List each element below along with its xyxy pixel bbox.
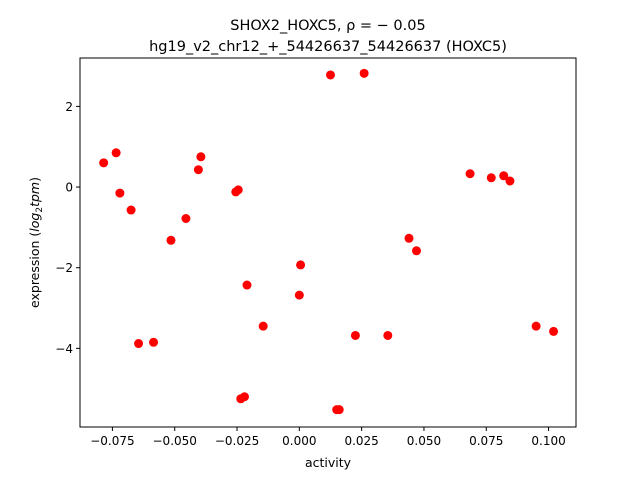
data-point-24 <box>383 330 393 340</box>
plot-area-frame <box>79 57 577 428</box>
data-point-17 <box>294 290 304 300</box>
y-axis-label-subscript: 2 <box>35 207 45 213</box>
data-point-1 <box>99 158 109 168</box>
y-axis-label-tpm: tpm <box>27 182 42 207</box>
x-axis-ticks: −0.075 −0.050 −0.025 0.000 0.025 0.050 0.075 0.… <box>90 427 566 448</box>
data-point-15 <box>242 280 252 290</box>
data-point-2 <box>111 148 121 158</box>
data-point-14 <box>240 392 250 402</box>
data-point-31 <box>531 321 541 331</box>
data-point-6 <box>149 337 159 347</box>
chart-title-line-1: SHOX2_HOXC5, ρ = − 0.05 <box>230 18 425 34</box>
data-point-3 <box>115 188 125 198</box>
data-point-4 <box>126 205 136 215</box>
y-axis-label-suffix: ) <box>27 177 42 182</box>
y-tick-label: 0 <box>65 181 73 195</box>
x-tick-label: −0.050 <box>153 434 197 448</box>
y-tick-label: 2 <box>65 100 73 114</box>
data-point-16 <box>258 321 268 331</box>
y-tick-label: −2 <box>55 261 73 275</box>
data-point-7 <box>166 235 176 245</box>
y-tick-label: −4 <box>55 342 73 356</box>
y-axis-label-log: log <box>27 213 42 232</box>
x-tick-label: 0.100 <box>531 434 565 448</box>
y-axis-label: expression (log2tpm) <box>27 177 45 308</box>
data-point-21 <box>334 405 344 415</box>
data-point-30 <box>505 176 515 186</box>
data-points <box>99 68 559 415</box>
x-tick-label: 0.050 <box>407 434 441 448</box>
data-point-12 <box>233 185 243 195</box>
data-point-23 <box>359 68 369 78</box>
y-axis-ticks: −4 −2 0 2 <box>55 100 80 356</box>
x-tick-label: 0.025 <box>344 434 378 448</box>
y-axis-label-prefix: expression ( <box>27 232 42 308</box>
data-point-5 <box>134 339 144 349</box>
data-point-9 <box>193 165 203 175</box>
data-point-19 <box>325 70 335 80</box>
data-point-26 <box>411 246 421 256</box>
data-point-10 <box>196 152 206 162</box>
chart-title-line-2: hg19_v2_chr12_+_54426637_54426637 (HOXC5… <box>149 39 507 55</box>
x-tick-label: 0.075 <box>469 434 503 448</box>
x-tick-label: −0.025 <box>215 434 259 448</box>
x-tick-label: −0.075 <box>90 434 134 448</box>
data-point-28 <box>486 173 496 183</box>
data-point-18 <box>296 260 306 270</box>
data-point-27 <box>465 169 475 179</box>
data-point-32 <box>549 326 559 336</box>
data-point-29 <box>499 171 509 181</box>
x-axis-label: activity <box>305 455 352 470</box>
data-point-8 <box>181 214 191 224</box>
data-point-22 <box>350 330 360 340</box>
x-tick-label: 0.000 <box>282 434 316 448</box>
data-point-25 <box>404 233 414 243</box>
